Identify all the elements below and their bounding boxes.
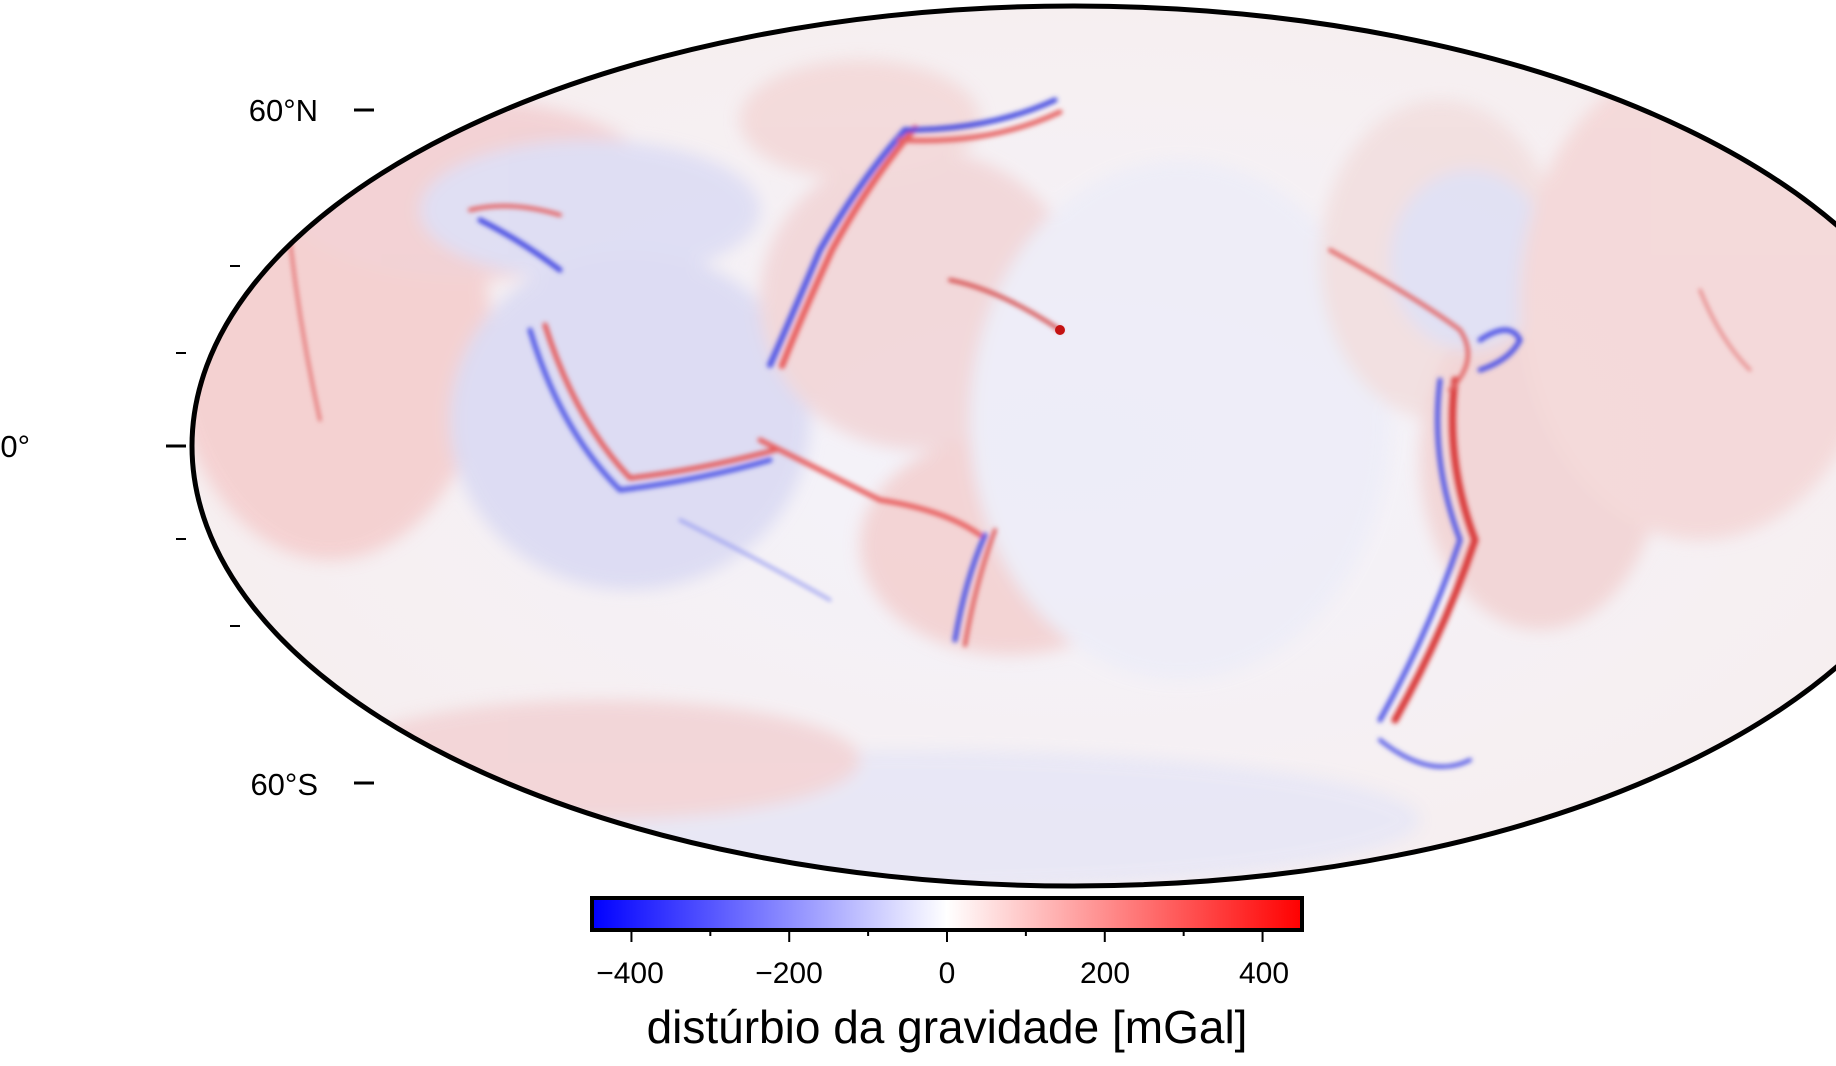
map-frame — [189, 3, 1836, 889]
latitude-axis: 60°N 0° 60°S — [0, 93, 374, 802]
colorbar-gradient — [590, 896, 1304, 932]
gravity-field-raster — [192, 6, 1836, 886]
colorbar-ticks — [630, 930, 1264, 942]
colorbar-label: distúrbio da gravidade [mGal] — [647, 1001, 1248, 1053]
colorbar: −400 −200 0 200 400 distúrbio da gravida… — [590, 896, 1304, 1053]
pacific-region — [970, 160, 1390, 680]
hotspot-marker — [1055, 325, 1065, 335]
lat-label-0: 0° — [0, 429, 30, 464]
lat-label-60s: 60°S — [250, 767, 318, 802]
colorbar-tick-label: −200 — [755, 957, 823, 990]
colorbar-tick-label: −400 — [596, 957, 664, 990]
globe — [189, 3, 1836, 889]
colorbar-tick-label: 200 — [1080, 957, 1130, 990]
indian-ocean-region — [450, 250, 810, 590]
colorbar-tick-label: 400 — [1239, 957, 1289, 990]
colorbar-tick-label: 0 — [939, 957, 956, 990]
lat-label-60n: 60°N — [249, 93, 318, 128]
